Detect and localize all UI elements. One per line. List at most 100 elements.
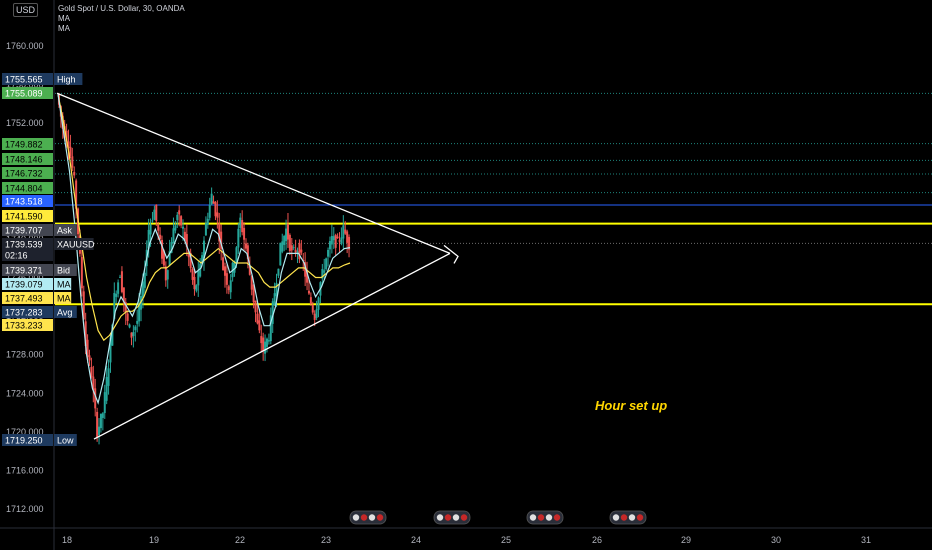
candle-body [159, 234, 162, 240]
price-tag [2, 73, 53, 85]
price-tag-value: 1744.804 [5, 184, 43, 194]
candle-body [180, 216, 183, 226]
candle-body [138, 304, 141, 322]
y-tick-label: 1720.000 [6, 427, 44, 437]
candle-body [140, 296, 143, 310]
candle-body [342, 225, 345, 239]
candle-body [290, 245, 293, 251]
event-flag-icon [436, 514, 444, 521]
candle-body [147, 229, 150, 249]
price-tag-value: 1733.233 [5, 321, 43, 331]
price-tag [2, 195, 53, 207]
candle-body [348, 236, 351, 250]
candle-body [136, 320, 139, 324]
candle-body [275, 283, 278, 297]
currency-button[interactable]: USD [13, 3, 39, 17]
candle-body [241, 220, 244, 233]
candle-body [346, 231, 349, 243]
candle-body [283, 236, 286, 245]
candle-body [176, 214, 179, 221]
legend-ma-2[interactable]: MA [58, 24, 70, 33]
candle-body [134, 326, 137, 331]
y-tick-label: 1724.000 [6, 388, 44, 398]
y-tick-label: 1760.000 [6, 41, 44, 51]
price-tag-value: 1746.732 [5, 169, 43, 179]
price-tag [2, 210, 53, 222]
y-tick-label: 1736.000 [6, 273, 44, 283]
event-flag-icon [452, 514, 460, 521]
candle-body [243, 227, 246, 240]
price-tag-value: 1755.089 [5, 89, 43, 99]
triangle-apex-arrow [443, 244, 459, 264]
candle-body [201, 255, 204, 264]
economic-event-marker [526, 510, 564, 525]
candle-body [256, 313, 259, 324]
x-tick-label: 19 [149, 535, 159, 545]
candle-body [286, 224, 289, 240]
candle-body [212, 201, 215, 204]
candle-body [119, 276, 122, 278]
x-tick-label: 30 [771, 535, 781, 545]
candle-body [170, 242, 173, 253]
price-tag-value: 1739.079 [5, 280, 43, 290]
candle-body [199, 263, 202, 277]
candle-body [300, 249, 303, 253]
candle-body [168, 251, 171, 266]
candle-body [65, 130, 68, 142]
price-tag-label: MA [57, 294, 71, 304]
candle-body [264, 341, 267, 354]
x-tick-label: 22 [235, 535, 245, 545]
candle-body [317, 297, 320, 310]
event-flag-icon [460, 514, 468, 521]
price-tag-label-box [54, 278, 72, 290]
candle-body [157, 224, 160, 231]
event-flag-icon [360, 514, 368, 521]
price-tag-label: Low [57, 436, 74, 446]
candle-body [271, 301, 274, 324]
x-tick-label: 26 [592, 535, 602, 545]
candle-body [80, 257, 83, 289]
candle-body [229, 280, 232, 293]
candle-body [73, 171, 76, 176]
candle-body [306, 270, 309, 283]
symbol-title[interactable]: Gold Spot / U.S. Dollar, 30, OANDA [58, 4, 185, 13]
x-tick-label: 25 [501, 535, 511, 545]
candle-body [294, 249, 297, 253]
event-flag-icon [529, 514, 537, 521]
candle-body [344, 229, 347, 234]
price-tag-value: 1739.707 [5, 226, 43, 236]
triangle-lower-line [93, 252, 451, 440]
legend-ma-1[interactable]: MA [58, 14, 70, 23]
candle-body [130, 332, 133, 338]
price-tag-label: High [57, 75, 76, 85]
candle-body [124, 302, 127, 314]
candle-body [313, 313, 316, 320]
price-tag-label: Ask [57, 226, 73, 236]
price-tag [2, 238, 53, 250]
candle-body [203, 240, 205, 259]
price-tag-value: 1749.882 [5, 140, 43, 150]
candle-body [101, 413, 104, 418]
candle-body [117, 282, 120, 294]
candle-body [237, 228, 240, 248]
candle-body [96, 411, 99, 438]
y-tick-label: 1752.000 [6, 118, 44, 128]
event-flag-icon [628, 514, 636, 521]
event-flag-icon [545, 514, 553, 521]
price-tag-value: 1748.146 [5, 155, 43, 165]
price-tag-label-box [54, 306, 77, 318]
candle-body [69, 146, 72, 156]
candle-body [206, 218, 209, 225]
candle-body [107, 368, 110, 386]
candle-body [248, 266, 251, 275]
price-tag-value: 1737.493 [5, 294, 43, 304]
price-tag-label-box [54, 224, 77, 236]
candle-body [75, 180, 78, 209]
candle-body [304, 262, 307, 277]
candle-body [153, 209, 156, 220]
candle-body [92, 376, 95, 391]
candle-body [98, 426, 101, 436]
price-tag [2, 306, 53, 318]
hour-setup-annotation: Hour set up [595, 398, 668, 413]
